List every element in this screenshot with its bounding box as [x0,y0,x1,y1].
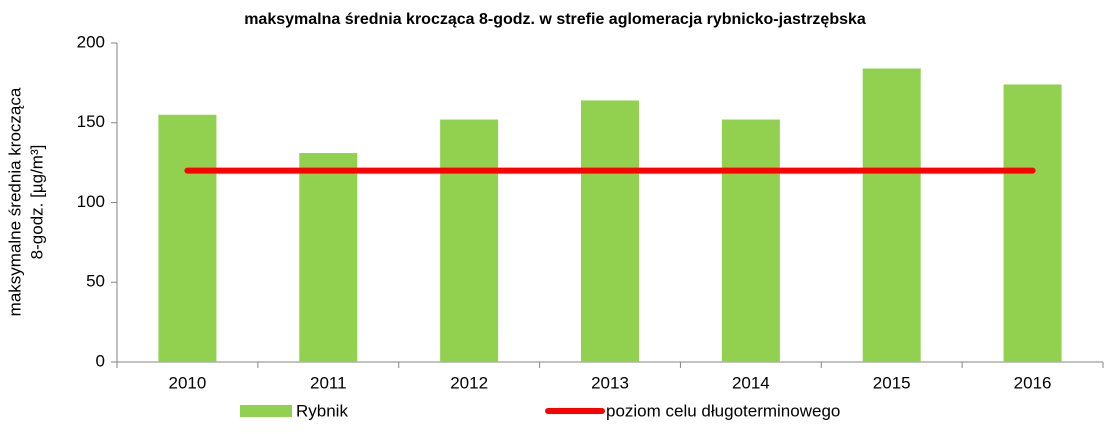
y-tick-label: 100 [77,192,105,211]
bar [299,153,358,362]
x-tick-label: 2012 [450,373,488,392]
bar [1003,84,1062,362]
x-tick-label: 2014 [732,373,770,392]
y-axis-title-line: 8-godz. [µg/m³] [27,145,46,260]
x-tick-label: 2013 [591,373,629,392]
bar [158,114,217,363]
bar [581,100,639,363]
bar [862,68,921,363]
bar [440,119,499,362]
y-tick-label: 200 [77,32,105,51]
x-tick-label: 2010 [169,373,207,392]
chart-title: maksymalna średnia krocząca 8-godz. w st… [244,11,866,28]
y-axis-title: maksymalne średnia krocząca 8-godz. [µg/… [5,87,46,316]
legend-label: Rybnik [296,401,348,420]
y-tick-label: 50 [86,272,105,291]
x-tick-label: 2015 [873,373,911,392]
y-tick-label: 150 [77,112,105,131]
y-tick-label: 0 [96,351,105,370]
y-axis-title-line: maksymalne średnia krocząca [5,87,24,316]
bar [721,119,780,362]
x-tick-label: 2016 [1014,373,1052,392]
legend-label: poziom celu długoterminowego [606,401,840,420]
legend-swatch [240,405,292,417]
x-tick-label: 2011 [310,373,347,392]
